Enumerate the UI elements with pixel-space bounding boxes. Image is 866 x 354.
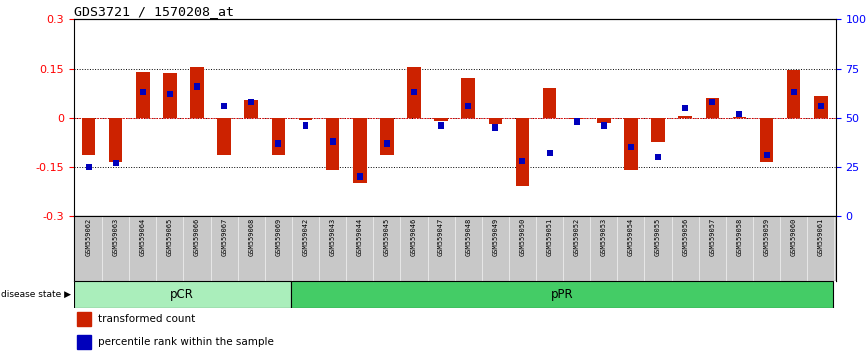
Text: GSM559052: GSM559052 <box>573 218 579 256</box>
Bar <box>546 150 553 156</box>
Text: GSM559045: GSM559045 <box>384 218 390 256</box>
Text: pCR: pCR <box>170 288 194 301</box>
Text: GSM559063: GSM559063 <box>113 218 119 256</box>
Bar <box>411 89 417 96</box>
Bar <box>543 88 556 118</box>
Text: GSM559058: GSM559058 <box>736 218 742 256</box>
Bar <box>109 118 122 162</box>
Bar <box>249 99 255 105</box>
Bar <box>678 116 692 118</box>
Bar <box>597 118 611 122</box>
Bar <box>353 118 366 183</box>
Bar <box>357 173 363 180</box>
Text: GSM559042: GSM559042 <box>302 218 308 256</box>
Bar <box>275 140 281 147</box>
Bar <box>194 83 200 90</box>
Text: GDS3721 / 1570208_at: GDS3721 / 1570208_at <box>74 5 234 18</box>
Text: GSM559056: GSM559056 <box>682 218 688 256</box>
Text: percentile rank within the sample: percentile rank within the sample <box>98 337 274 348</box>
Text: GSM559057: GSM559057 <box>709 218 715 256</box>
Bar <box>302 122 308 129</box>
Bar <box>136 72 150 118</box>
Text: GSM559067: GSM559067 <box>221 218 227 256</box>
Bar <box>759 118 773 162</box>
Bar <box>733 117 746 118</box>
Text: GSM559043: GSM559043 <box>330 218 336 256</box>
Text: GSM559062: GSM559062 <box>86 218 92 256</box>
Bar <box>299 118 313 120</box>
Bar <box>74 281 291 308</box>
Bar <box>272 118 285 155</box>
Text: GSM559061: GSM559061 <box>818 218 824 256</box>
Bar <box>601 122 607 129</box>
Bar <box>488 118 502 124</box>
Bar <box>291 281 833 308</box>
Text: GSM559069: GSM559069 <box>275 218 281 256</box>
Bar <box>113 160 119 166</box>
Text: pPR: pPR <box>551 288 573 301</box>
Bar <box>515 118 529 187</box>
Bar <box>791 89 797 96</box>
Bar <box>435 118 448 121</box>
Text: GSM559044: GSM559044 <box>357 218 363 256</box>
Text: GSM559059: GSM559059 <box>764 218 770 256</box>
Bar <box>167 91 173 97</box>
Text: GSM559064: GSM559064 <box>139 218 145 256</box>
Bar <box>77 312 91 326</box>
Bar <box>573 118 579 125</box>
Bar <box>493 124 498 131</box>
Bar <box>77 335 91 349</box>
Bar <box>221 103 227 109</box>
Text: GSM559055: GSM559055 <box>655 218 661 256</box>
Bar <box>709 99 715 105</box>
Bar <box>163 74 177 118</box>
Bar <box>764 152 770 158</box>
Bar <box>651 118 665 142</box>
Bar <box>384 140 390 147</box>
Text: GSM559049: GSM559049 <box>493 218 498 256</box>
Bar <box>655 154 661 160</box>
Bar <box>814 96 828 118</box>
Bar <box>330 138 336 144</box>
Bar <box>570 118 584 119</box>
Text: GSM559048: GSM559048 <box>465 218 471 256</box>
Text: GSM559060: GSM559060 <box>791 218 797 256</box>
Bar <box>465 103 471 109</box>
Bar <box>736 110 742 117</box>
Text: GSM559050: GSM559050 <box>520 218 526 256</box>
Bar <box>217 118 231 155</box>
Bar <box>787 70 800 118</box>
Bar <box>191 67 204 118</box>
Text: disease state ▶: disease state ▶ <box>1 290 71 299</box>
Bar <box>438 122 444 129</box>
Text: GSM559053: GSM559053 <box>601 218 607 256</box>
Bar <box>380 118 394 155</box>
Text: transformed count: transformed count <box>98 314 195 325</box>
Bar <box>81 118 95 155</box>
Text: GSM559051: GSM559051 <box>546 218 553 256</box>
Text: GSM559054: GSM559054 <box>628 218 634 256</box>
Text: GSM559068: GSM559068 <box>249 218 255 256</box>
Bar <box>818 103 824 109</box>
Bar <box>326 118 339 170</box>
Bar <box>706 98 719 118</box>
Text: GSM559047: GSM559047 <box>438 218 444 256</box>
Text: GSM559046: GSM559046 <box>411 218 417 256</box>
Bar <box>682 104 688 111</box>
Bar <box>86 164 92 170</box>
Bar <box>628 144 634 150</box>
Bar <box>139 89 145 96</box>
Text: GSM559066: GSM559066 <box>194 218 200 256</box>
Text: GSM559065: GSM559065 <box>167 218 173 256</box>
Bar <box>407 67 421 118</box>
Bar <box>244 100 258 118</box>
Bar <box>624 118 637 170</box>
Bar <box>462 79 475 118</box>
Bar <box>520 158 526 164</box>
